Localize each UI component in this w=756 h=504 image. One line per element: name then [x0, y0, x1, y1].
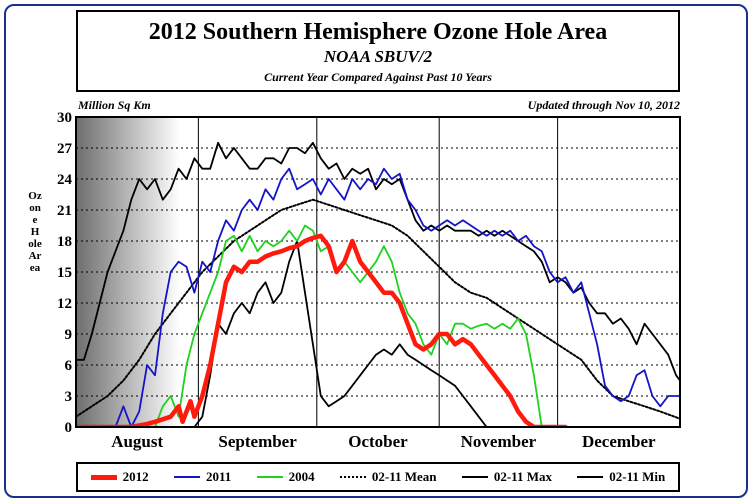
- x-tick-label: September: [218, 432, 297, 451]
- y-tick-label: 27: [57, 141, 73, 157]
- series-line-02-11-min: [76, 240, 680, 427]
- chart-subtitle: NOAA SBUV/2: [323, 47, 433, 66]
- x-tick-label: December: [582, 432, 656, 451]
- series-line-2004: [76, 224, 680, 427]
- title-box: 2012 Southern Hemisphere Ozone Hole Area…: [76, 10, 680, 92]
- legend-label: 02-11 Mean: [371, 469, 437, 484]
- chart-subtitle-secondary: Current Year Compared Against Past 10 Ye…: [264, 70, 492, 84]
- legend-item: 02-11 Mean: [339, 469, 437, 485]
- x-tick-label: October: [348, 432, 408, 451]
- y-tick-label: 21: [57, 203, 72, 219]
- chart-title: 2012 Southern Hemisphere Ozone Hole Area: [148, 19, 608, 45]
- y-tick-label: 12: [57, 296, 72, 312]
- y-tick-label: 30: [57, 110, 72, 126]
- y-tick-label: 9: [65, 327, 73, 343]
- legend-swatch: [256, 476, 283, 478]
- legend-item: 2004: [256, 469, 315, 485]
- series-layer: [76, 141, 680, 427]
- x-tick-label: November: [461, 432, 537, 451]
- legend-item: 02-11 Min: [577, 469, 665, 485]
- legend-swatch: [173, 476, 200, 478]
- legend-label: 2011: [205, 469, 232, 484]
- legend-label: 2004: [288, 469, 315, 484]
- legend-label: 2012: [122, 469, 149, 484]
- legend: 2012 2011 2004 02-11 Mean 02-11 Max 02-11 Min: [76, 462, 680, 492]
- legend-swatch: [461, 476, 488, 478]
- y-tick-label: 0: [65, 420, 73, 436]
- legend-swatch: [90, 474, 117, 480]
- x-tick-label: August: [111, 432, 163, 451]
- series-line-2012: [76, 233, 568, 427]
- series-line-02-11-mean: [76, 198, 680, 420]
- y-tick-label: 24: [57, 172, 73, 188]
- legend-item: 02-11 Max: [461, 469, 552, 485]
- legend-item: 2012: [90, 469, 149, 485]
- y-tick-label: 6: [65, 358, 73, 374]
- series-line-2011: [76, 167, 680, 427]
- grid-layer: [76, 117, 680, 427]
- y-tick-label: 3: [65, 389, 73, 405]
- legend-label: 02-11 Min: [609, 469, 666, 484]
- plot-border: [75, 116, 681, 428]
- legend-item: 2011: [173, 469, 232, 485]
- axis-layer: 0 3 6 9 12 15 18 21 24 27 30 August September October…: [57, 110, 656, 451]
- updated-label: Updated through Nov 10, 2012: [527, 98, 680, 112]
- y-tick-label: 18: [57, 234, 72, 250]
- legend-swatch: [339, 476, 366, 478]
- y-axis-label: Ozone Hole Area: [28, 190, 42, 274]
- y-tick-label: 15: [57, 265, 72, 281]
- legend-swatch: [577, 476, 604, 478]
- units-label: Million Sq Km: [78, 98, 151, 112]
- legend-label: 02-11 Max: [493, 469, 552, 484]
